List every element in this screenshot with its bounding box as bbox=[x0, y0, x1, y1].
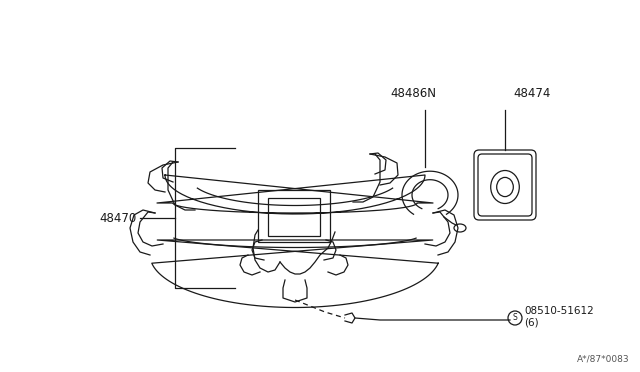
Bar bbox=[258, 190, 330, 242]
Text: 48486N: 48486N bbox=[390, 87, 436, 100]
Text: 48470: 48470 bbox=[100, 212, 137, 224]
Text: S: S bbox=[513, 312, 517, 321]
Bar bbox=[268, 198, 320, 236]
Text: A*/87*0083: A*/87*0083 bbox=[577, 354, 630, 363]
Text: 48474: 48474 bbox=[513, 87, 550, 100]
Text: 08510-51612
(6): 08510-51612 (6) bbox=[524, 306, 594, 328]
